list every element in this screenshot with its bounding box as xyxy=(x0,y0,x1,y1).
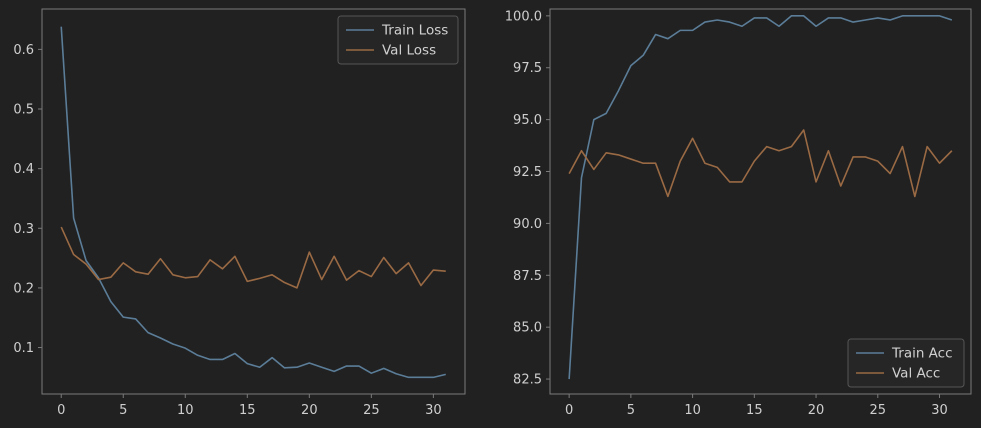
loss-legend: Train Loss Val Loss xyxy=(337,15,459,65)
loss-xtick-label: 15 xyxy=(239,403,256,418)
acc-xtick-label: 20 xyxy=(808,403,825,418)
acc-series-train-acc-line xyxy=(568,15,953,380)
acc-ytick-label: 100.0 xyxy=(505,9,542,24)
acc-legend-box xyxy=(847,338,965,388)
acc-ytick-label: 82.5 xyxy=(513,373,542,388)
acc-ytick-label: 97.5 xyxy=(513,61,542,76)
acc-xtick-label: 30 xyxy=(931,403,948,418)
acc-xtick-label: 25 xyxy=(870,403,887,418)
acc-ytick-label: 92.5 xyxy=(513,165,542,180)
loss-xtick-label: 0 xyxy=(57,403,65,418)
loss-legend-label: Train Loss xyxy=(381,23,448,39)
acc-series-val-acc-line xyxy=(568,129,953,198)
loss-legend-box xyxy=(337,15,459,65)
loss-series-train-loss-line xyxy=(60,26,446,379)
acc-ytick-label: 85.0 xyxy=(513,321,542,336)
accuracy-chart: 0 5 10 15 20 25 30 82.5 85.0 87.5 90.0 92.5 95.0 97.5… xyxy=(505,8,972,418)
loss-xtick-label: 30 xyxy=(425,403,442,418)
acc-xtick-label: 10 xyxy=(684,403,701,418)
loss-ytick-label: 0.6 xyxy=(13,43,34,58)
loss-legend-label: Val Loss xyxy=(382,43,436,59)
acc-ytick-label: 87.5 xyxy=(513,269,542,284)
loss-ytick-label: 0.1 xyxy=(13,341,34,356)
acc-xtick-label: 5 xyxy=(627,403,635,418)
acc-ytick-label: 90.0 xyxy=(513,217,542,232)
loss-xtick-label: 20 xyxy=(301,403,318,418)
acc-legend: Train Acc Val Acc xyxy=(847,338,965,388)
loss-chart: 0 5 10 15 20 25 30 0.1 0.2 0.3 0.4 0.5 0.6 Train Loss… xyxy=(13,8,466,418)
acc-axes-frame xyxy=(549,8,972,395)
loss-ytick-label: 0.2 xyxy=(13,281,34,296)
loss-xtick-label: 5 xyxy=(119,403,127,418)
acc-xtick-label: 15 xyxy=(746,403,763,418)
acc-legend-label: Val Acc xyxy=(892,366,940,382)
acc-xtick-label: 0 xyxy=(565,403,573,418)
loss-ytick-label: 0.4 xyxy=(13,162,34,177)
acc-ytick-label: 95.0 xyxy=(513,113,542,128)
acc-legend-label: Train Acc xyxy=(891,346,953,362)
loss-xtick-label: 10 xyxy=(177,403,194,418)
loss-axes-frame xyxy=(41,8,466,395)
loss-series-val-loss-line xyxy=(60,226,446,289)
loss-ytick-label: 0.5 xyxy=(13,103,34,118)
loss-xtick-label: 25 xyxy=(363,403,380,418)
loss-ytick-label: 0.3 xyxy=(13,222,34,237)
